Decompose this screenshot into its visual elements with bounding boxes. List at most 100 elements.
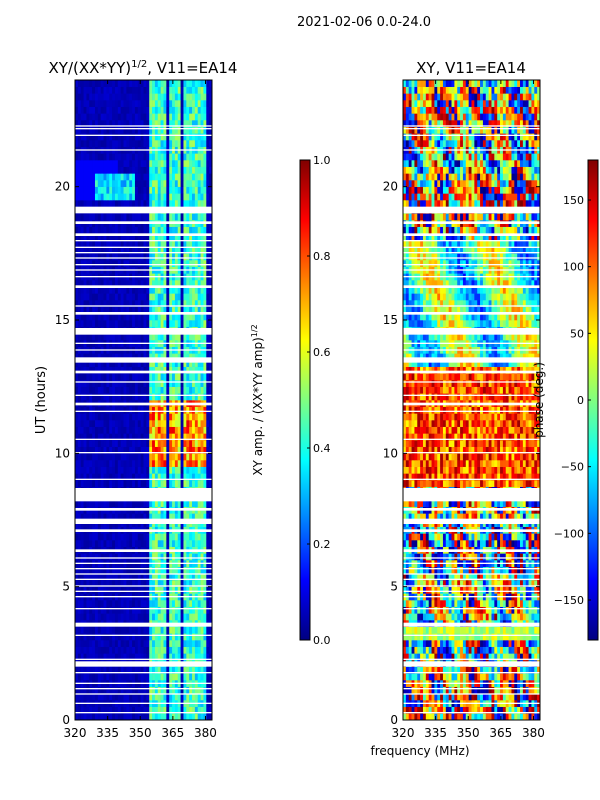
- amp-cell: [154, 606, 159, 614]
- amp-cell: [206, 693, 210, 701]
- amp-cell: [177, 180, 181, 187]
- amp-cell: [106, 600, 110, 607]
- amp-cell: [169, 626, 173, 634]
- amp-cell: [112, 113, 116, 121]
- amp-cell: [106, 386, 110, 394]
- amp-cell: [77, 113, 81, 121]
- amp-cell: [140, 306, 144, 314]
- amp-cell: [194, 393, 199, 401]
- amp-cell: [206, 180, 210, 187]
- flagged-gap-band: [75, 240, 212, 242]
- amp-x-axis: 320 335 350 365 380: [64, 80, 217, 740]
- amp-cell: [103, 706, 107, 714]
- amp-cell: [140, 440, 144, 447]
- amp-cell: [114, 213, 119, 221]
- amp-cell: [126, 293, 130, 301]
- amp-cell: [177, 280, 181, 287]
- amp-cell: [80, 173, 84, 181]
- amp-cell: [152, 466, 156, 474]
- amp-cell: [117, 373, 121, 381]
- amp-cell: [77, 446, 81, 454]
- amp-cell: [114, 693, 119, 701]
- amp-cell: [77, 666, 81, 674]
- amp-cell: [120, 420, 124, 427]
- amp-cell: [100, 606, 104, 614]
- amp-cell: [206, 473, 210, 481]
- amp-cell: [86, 300, 90, 307]
- amp-cell: [120, 333, 124, 341]
- amp-cell: [123, 600, 127, 607]
- amp-cell: [154, 260, 159, 267]
- amp-cell: [166, 500, 170, 507]
- amp-colorbar-ticks: 0.00.20.40.60.81.0: [307, 154, 331, 647]
- amp-cell: [89, 360, 93, 367]
- amp-cell: [126, 540, 130, 547]
- amp-cell: [172, 640, 176, 647]
- flagged-gap-band: [75, 402, 212, 406]
- amp-cell: [177, 420, 181, 427]
- amp-cell: [132, 613, 136, 621]
- amp-cell: [117, 553, 121, 561]
- amp-cell: [97, 653, 101, 661]
- amp-cell: [100, 133, 104, 141]
- amp-cell: [94, 253, 99, 261]
- amp-cell: [80, 186, 84, 194]
- amp-cell: [163, 666, 167, 674]
- phase-cell: [505, 706, 509, 714]
- amp-cell: [117, 693, 121, 701]
- amp-cell: [117, 86, 121, 94]
- amp-cell: [83, 360, 87, 367]
- phase-cell: [477, 693, 481, 701]
- amp-cell: [186, 500, 190, 507]
- amp-cell: [132, 386, 136, 394]
- amp-cell: [192, 426, 196, 434]
- amp-cell: [123, 126, 127, 134]
- amp-cell: [80, 106, 84, 114]
- amp-cell: [129, 120, 133, 127]
- flagged-gap-band: [75, 305, 212, 307]
- amp-cell: [86, 186, 90, 194]
- amp-cell: [157, 366, 161, 374]
- amp-cell: [180, 386, 184, 394]
- amp-cell: [132, 120, 136, 127]
- amp-cell: [189, 100, 193, 107]
- amp-cell: [206, 240, 210, 247]
- amp-cell: [112, 353, 116, 361]
- amp-cell: [180, 280, 184, 287]
- amp-cell: [180, 693, 184, 701]
- amp-cell: [146, 333, 150, 341]
- amp-cell: [94, 420, 99, 427]
- amp-cell: [154, 586, 159, 594]
- amp-cell: [203, 640, 207, 647]
- amp-cell: [120, 573, 124, 581]
- amp-cell: [174, 86, 179, 94]
- amp-cell: [189, 260, 193, 267]
- amp-cell: [169, 686, 173, 694]
- amp-cell: [114, 233, 119, 241]
- amp-cell: [189, 406, 193, 414]
- phase-cell: [500, 706, 504, 714]
- amp-cell: [129, 86, 133, 94]
- amp-cell: [134, 106, 139, 114]
- amp-cell: [197, 393, 201, 401]
- amp-cell: [160, 393, 164, 401]
- amp-cell: [83, 133, 87, 141]
- amp-cell: [160, 473, 164, 481]
- amp-cell: [94, 153, 99, 161]
- amp-cell: [183, 446, 187, 454]
- amp-cell: [174, 686, 179, 694]
- amp-cell: [203, 186, 207, 194]
- amp-cell: [197, 120, 201, 127]
- amp-cell: [160, 280, 164, 287]
- amp-cell: [106, 113, 110, 121]
- amp-cell: [183, 640, 187, 647]
- amp-cell: [126, 93, 130, 101]
- amp-cell: [169, 646, 173, 654]
- amp-cell: [186, 320, 190, 327]
- amp-cell: [154, 566, 159, 574]
- amp-cell: [194, 513, 199, 521]
- amp-cell: [194, 306, 199, 314]
- amp-cell: [83, 200, 87, 207]
- amp-cell: [117, 646, 121, 654]
- phase-cell: [534, 693, 538, 701]
